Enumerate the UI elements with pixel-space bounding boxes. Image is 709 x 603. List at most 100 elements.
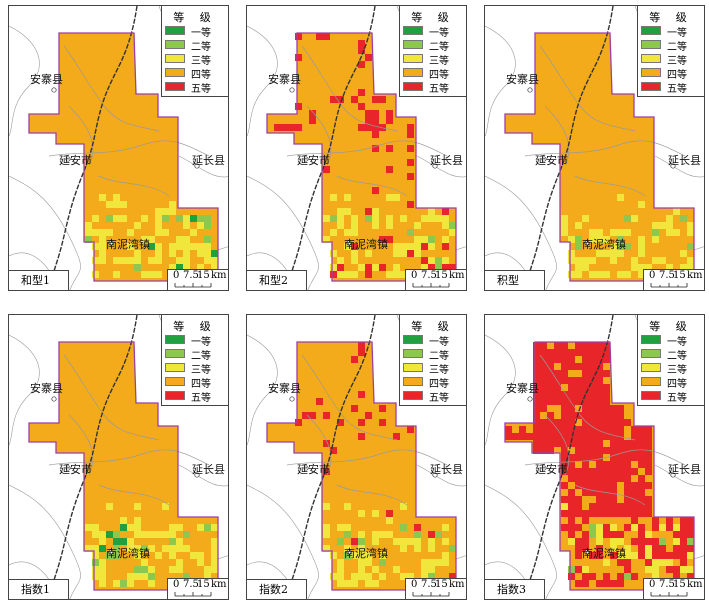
legend: 等 级一等 二等 三等 四等 五等 [161, 6, 228, 97]
legend-swatch [165, 26, 185, 35]
legend-swatch [641, 349, 661, 358]
legend-label: 二等 [191, 42, 211, 53]
legend-label: 五等 [191, 393, 211, 404]
map-panel-4: 安寨县 延安市 延长县 南泥湾镇 等 级一等 二等 三等 四等 五等 指数1 0 7.5 15 km [8, 314, 229, 600]
legend-item: 二等 [403, 39, 465, 53]
legend-swatch [165, 82, 185, 91]
panel-caption: 指数2 [247, 579, 307, 599]
legend-swatch [165, 377, 185, 386]
legend-label: 四等 [191, 379, 211, 390]
panel-caption: 和型1 [9, 270, 69, 290]
scale-bar: 0 7.5 15 km [167, 578, 228, 599]
map-panel-3: 安寨县 延安市 延长县 南泥湾镇 等 级一等 二等 三等 四等 五等 积型 0 7.5 15 km [484, 5, 705, 291]
scale-label-t0: 0 [411, 579, 418, 590]
scale-bar: 0 7.5 15 km [643, 269, 704, 290]
legend-label: 二等 [429, 42, 449, 53]
panel-caption: 指数1 [9, 579, 69, 599]
legend-label: 二等 [191, 351, 211, 362]
place-label-yanchang: 延长县 [192, 463, 225, 476]
legend-swatch [165, 54, 185, 63]
legend-swatch [641, 68, 661, 77]
scale-label-t1: 7.5 [659, 579, 675, 590]
map-panel-1: 安寨县 延安市 延长县 南泥湾镇 等 级一等 二等 三等 四等 五等 和型1 0 7.5 15 km [8, 5, 229, 291]
scale-label-t2: 15 [197, 579, 210, 590]
legend-swatch [165, 40, 185, 49]
legend-item: 五等 [165, 390, 227, 404]
scale-label-t2: 15 [435, 270, 448, 281]
legend-item: 五等 [641, 390, 703, 404]
scale-label-unit: km [449, 579, 465, 590]
legend-swatch [641, 40, 661, 49]
legend-label: 二等 [667, 351, 687, 362]
legend-item: 二等 [403, 348, 465, 362]
legend-swatch [641, 335, 661, 344]
legend-item: 三等 [641, 362, 703, 376]
legend-label: 四等 [429, 379, 449, 390]
legend: 等 级一等 二等 三等 四等 五等 [399, 315, 466, 406]
legend-swatch [403, 363, 423, 372]
place-label-yanchang: 延长县 [430, 154, 463, 167]
place-label-yanan: 延安市 [297, 463, 330, 476]
scale-label-t2: 15 [673, 270, 686, 281]
legend-item: 五等 [403, 390, 465, 404]
legend: 等 级一等 二等 三等 四等 五等 [637, 315, 704, 406]
place-label-yanan: 延安市 [59, 463, 92, 476]
legend-item: 二等 [165, 348, 227, 362]
legend-item: 二等 [641, 348, 703, 362]
legend-swatch [403, 377, 423, 386]
map-canvas [247, 6, 466, 290]
place-label-ansai: 安寨县 [30, 73, 63, 86]
legend-swatch [641, 54, 661, 63]
legend: 等 级一等 二等 三等 四等 五等 [637, 6, 704, 97]
scale-bar: 0 7.5 15 km [167, 269, 228, 290]
legend-swatch [403, 82, 423, 91]
legend-swatch [165, 68, 185, 77]
legend-item: 三等 [165, 53, 227, 67]
place-label-yanan: 延安市 [59, 154, 92, 167]
place-label-nanniwan: 南泥湾镇 [582, 238, 626, 251]
legend-label: 一等 [667, 337, 687, 348]
scale-label-t0: 0 [649, 270, 656, 281]
legend-item: 五等 [403, 81, 465, 95]
legend-label: 四等 [667, 70, 687, 81]
scale-label-t0: 0 [411, 270, 418, 281]
legend-swatch [165, 363, 185, 372]
legend-title: 等 级 [411, 11, 455, 24]
legend-label: 五等 [191, 84, 211, 95]
legend-swatch [165, 349, 185, 358]
legend-label: 四等 [191, 70, 211, 81]
legend-swatch [403, 335, 423, 344]
legend-swatch [403, 391, 423, 400]
scale-label-t1: 7.5 [421, 270, 437, 281]
map-panel-2: 安寨县 延安市 延长县 南泥湾镇 等 级一等 二等 三等 四等 五等 和型2 0 7.5 15 km [246, 5, 467, 291]
scale-label-t1: 7.5 [183, 579, 199, 590]
panel-caption: 积型 [485, 270, 545, 290]
legend-label: 五等 [429, 84, 449, 95]
place-label-yanchang: 延长县 [668, 463, 701, 476]
legend-swatch [641, 377, 661, 386]
legend-title: 等 级 [411, 320, 455, 333]
scale-label-unit: km [687, 579, 703, 590]
legend-swatch [403, 68, 423, 77]
scale-label-t0: 0 [173, 579, 180, 590]
legend-item: 三等 [641, 53, 703, 67]
scale-label-unit: km [449, 270, 465, 281]
legend-item: 一等 [403, 25, 465, 39]
place-label-nanniwan: 南泥湾镇 [106, 547, 150, 560]
legend-title: 等 级 [173, 320, 217, 333]
legend: 等 级一等 二等 三等 四等 五等 [399, 6, 466, 97]
legend-item: 四等 [165, 67, 227, 81]
scale-bar: 0 7.5 15 km [405, 578, 466, 599]
place-label-yanchang: 延长县 [668, 154, 701, 167]
scale-label-unit: km [211, 579, 227, 590]
legend-label: 五等 [667, 393, 687, 404]
legend-item: 一等 [165, 334, 227, 348]
legend-item: 四等 [641, 67, 703, 81]
legend-label: 三等 [191, 365, 211, 376]
scale-label-t0: 0 [173, 270, 180, 281]
legend-item: 四等 [403, 376, 465, 390]
legend-swatch [165, 335, 185, 344]
map-panel-5: 安寨县 延安市 延长县 南泥湾镇 等 级一等 二等 三等 四等 五等 指数2 0 7.5 15 km [246, 314, 467, 600]
legend-label: 三等 [429, 365, 449, 376]
legend-label: 一等 [429, 28, 449, 39]
